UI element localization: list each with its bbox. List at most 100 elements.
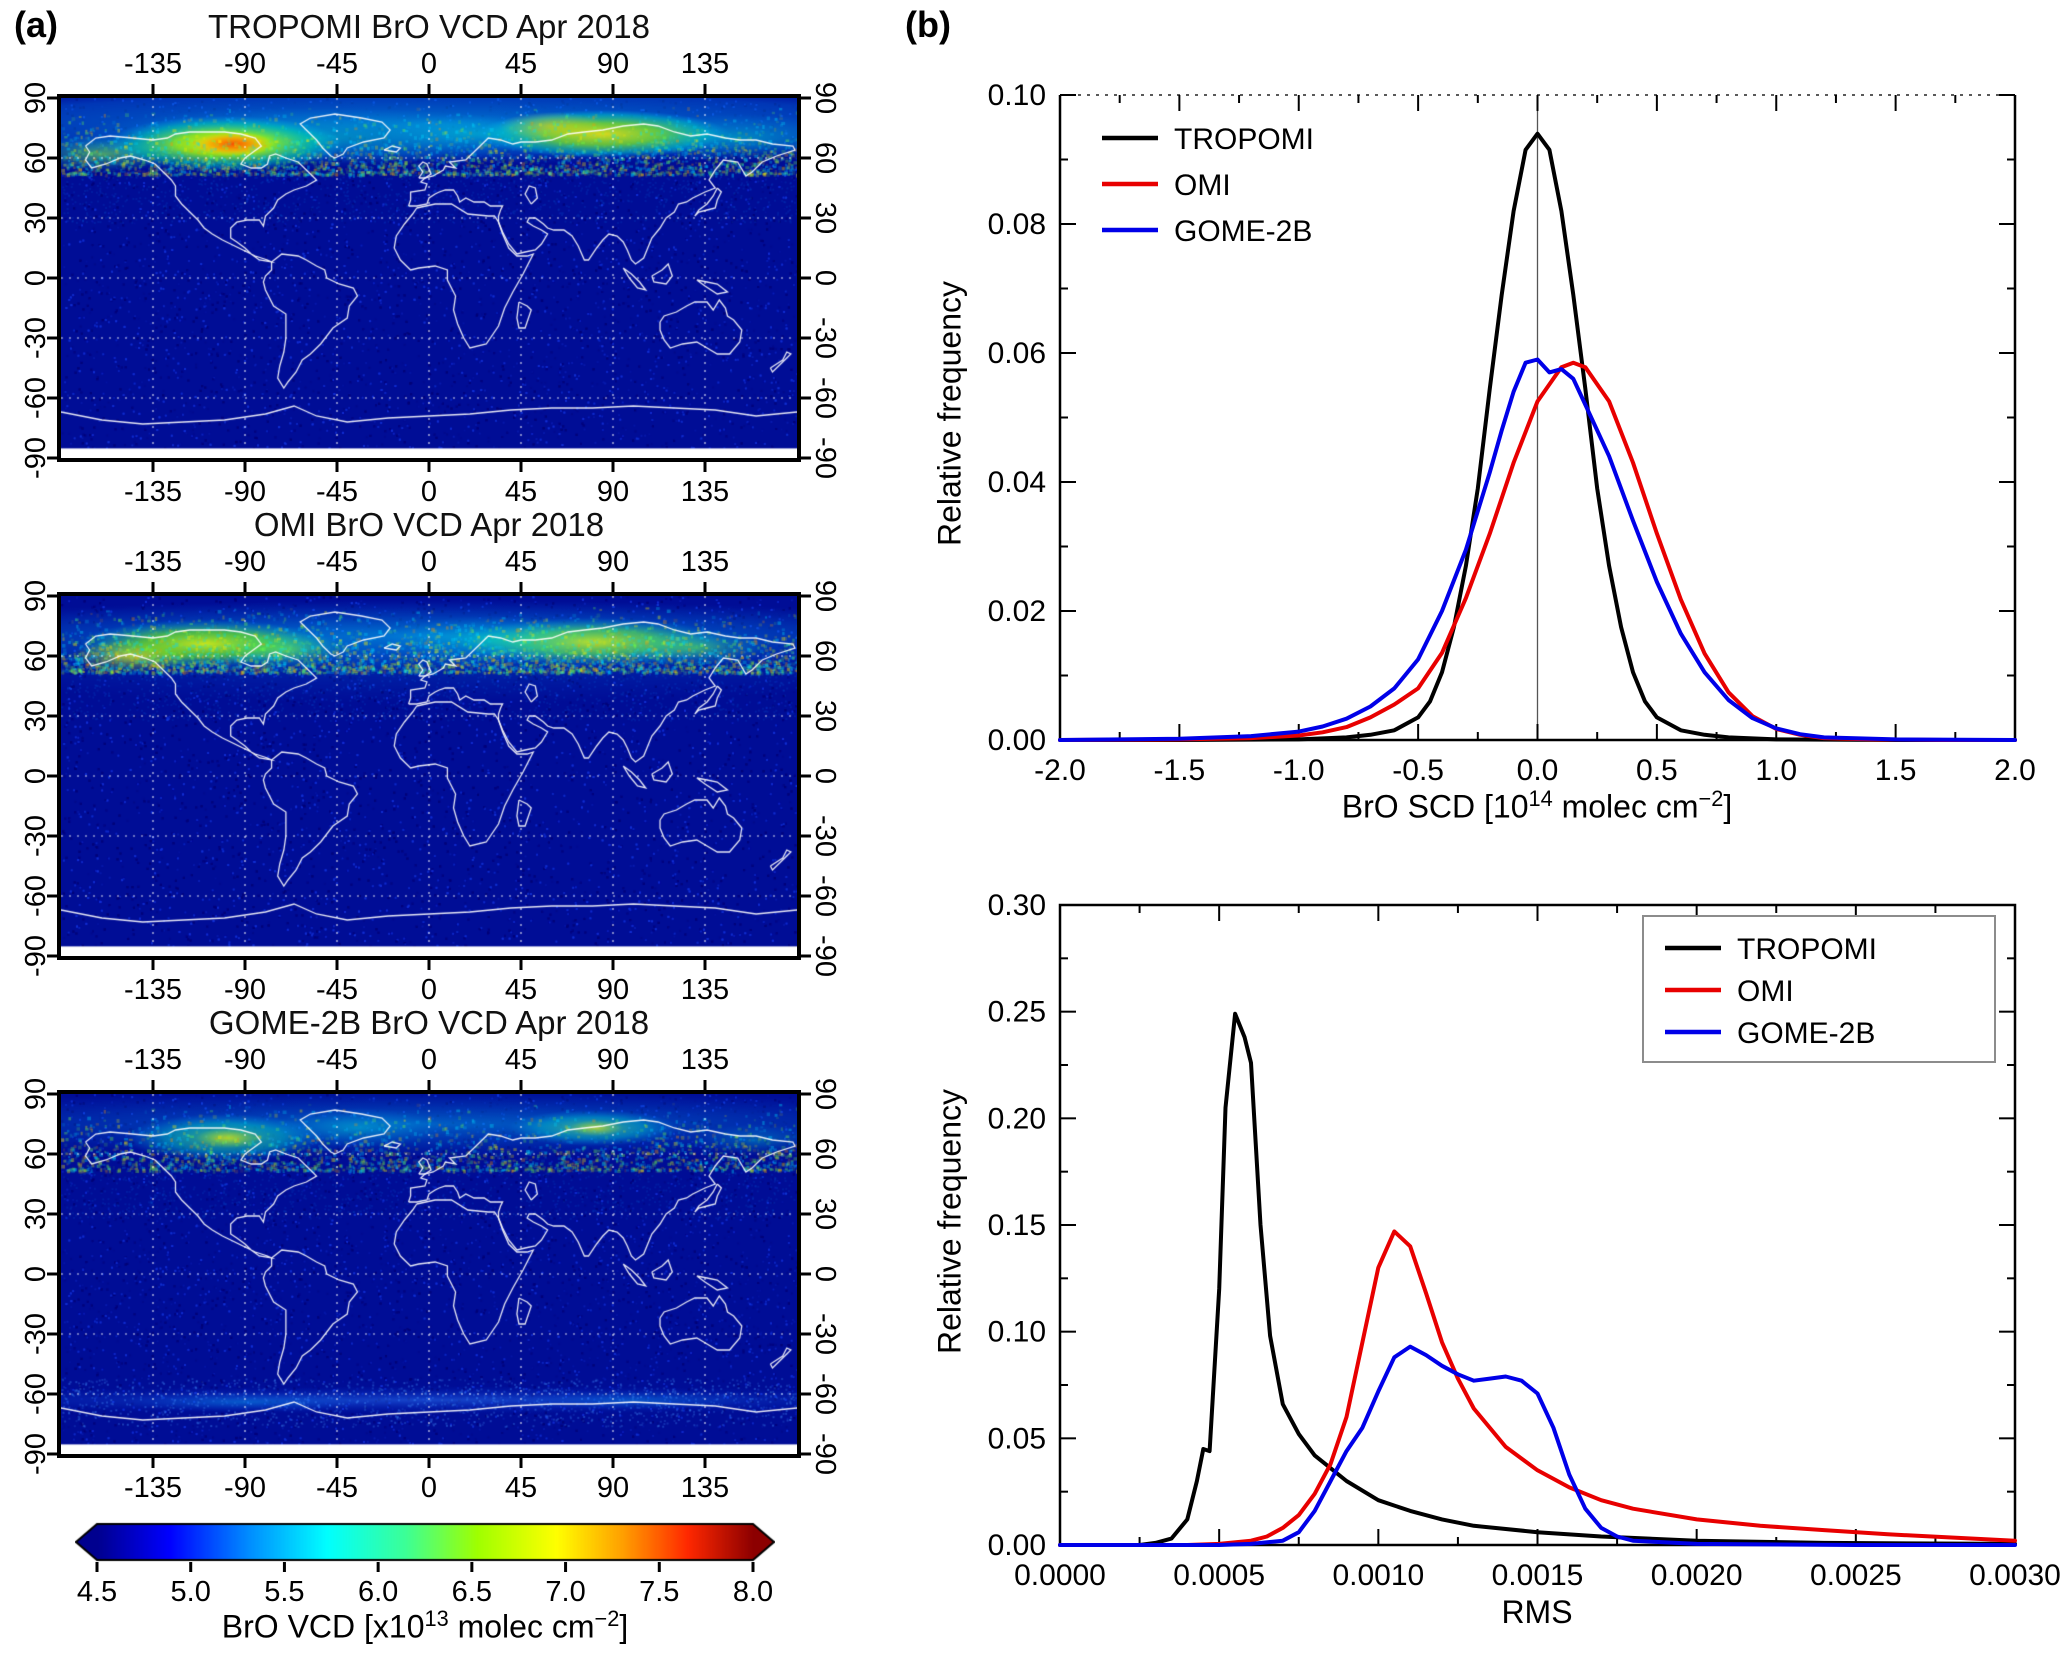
x-tick-label: 0.0000 bbox=[1014, 1559, 1106, 1592]
lat-tick-label: -90 bbox=[19, 1433, 52, 1475]
lon-tick-label: 45 bbox=[504, 1044, 538, 1076]
lat-tick-label: 90 bbox=[19, 1077, 52, 1111]
colorbar-tick-label: 6.5 bbox=[451, 1576, 492, 1608]
lat-tick-label: 60 bbox=[809, 141, 842, 175]
y-tick-label: 0.04 bbox=[988, 466, 1046, 499]
x-tick-label: 0.0015 bbox=[1492, 1559, 1584, 1592]
y-tick-label: 0.10 bbox=[988, 1316, 1046, 1349]
lat-tick-label: -30 bbox=[19, 317, 52, 359]
lon-tick-label: -45 bbox=[316, 48, 358, 80]
map-image-tropomi bbox=[57, 94, 801, 462]
series-gome-2b bbox=[1058, 1344, 2017, 1547]
lon-tick-label: -135 bbox=[123, 974, 183, 1006]
map-title-gome2b: GOME-2B BrO VCD Apr 2018 bbox=[208, 1004, 650, 1041]
lat-tick-label: 0 bbox=[809, 269, 842, 287]
lon-tick-label: 0 bbox=[420, 476, 438, 508]
lat-tick-label: -90 bbox=[19, 437, 52, 479]
lat-tick-label: 90 bbox=[19, 579, 52, 613]
lat-tick-label: -90 bbox=[809, 1433, 842, 1475]
lat-tick-label: -90 bbox=[809, 935, 842, 977]
lat-tick-label: 0 bbox=[809, 1265, 842, 1283]
colorbar-tick-label: 5.0 bbox=[170, 1576, 211, 1608]
legend-label: TROPOMI bbox=[1174, 123, 1314, 156]
map-title-omi: OMI BrO VCD Apr 2018 bbox=[253, 506, 605, 543]
lon-tick-label: 135 bbox=[680, 48, 730, 80]
lat-tick-label: 30 bbox=[809, 699, 842, 733]
scd-xlabel: BrO SCD [1014 molec cm−2] bbox=[1157, 786, 1917, 826]
colorbar-gradient bbox=[75, 1522, 775, 1562]
lon-tick-label: 135 bbox=[680, 974, 730, 1006]
superscript: 14 bbox=[1528, 786, 1553, 811]
lat-tick-label: -60 bbox=[19, 1373, 52, 1415]
series-omi bbox=[1058, 1229, 2017, 1547]
y-tick-label: 0.00 bbox=[988, 724, 1046, 757]
label-text: BrO SCD [10 bbox=[1341, 788, 1529, 825]
lon-tick-label: 90 bbox=[596, 974, 630, 1006]
lon-tick-label: 0 bbox=[420, 546, 438, 578]
x-tick-label: 0.0010 bbox=[1332, 1559, 1424, 1592]
x-tick-label: 0.0005 bbox=[1173, 1559, 1265, 1592]
lon-tick-label: 135 bbox=[680, 476, 730, 508]
x-tick-label: -2.0 bbox=[1034, 754, 1086, 787]
lat-tick-label: -60 bbox=[809, 1373, 842, 1415]
series-tropomi bbox=[1058, 131, 2017, 742]
lon-tick-label: 90 bbox=[596, 48, 630, 80]
lat-tick-label: -60 bbox=[19, 377, 52, 419]
y-tick-label: 0.08 bbox=[988, 208, 1046, 241]
scd-histogram-chart: -2.0 -1.5 -1.0 -0.5 0.0 0.5 1.0 1.5 2.0 0.00 0.02 0… bbox=[988, 79, 2036, 787]
lon-tick-label: -90 bbox=[224, 1472, 266, 1504]
lat-tick-label: 0 bbox=[19, 767, 52, 785]
x-tick-label: 1.5 bbox=[1875, 754, 1917, 787]
lat-tick-label: 60 bbox=[19, 639, 52, 673]
label-text: ] bbox=[1723, 788, 1733, 825]
legend-label: GOME-2B bbox=[1737, 1017, 1875, 1050]
lon-tick-label: 45 bbox=[504, 48, 538, 80]
lon-tick-label: -135 bbox=[123, 48, 183, 80]
legend: TROPOMI OMI GOME-2B bbox=[1102, 123, 1314, 248]
map-image-omi bbox=[57, 592, 801, 960]
lon-tick-label: 45 bbox=[504, 546, 538, 578]
lon-tick-label: 90 bbox=[596, 1044, 630, 1076]
y-tick-label: 0.06 bbox=[988, 337, 1046, 370]
y-tick-label: 0.25 bbox=[988, 996, 1046, 1029]
axis-ticks bbox=[1059, 904, 2016, 1546]
lat-tick-label: -90 bbox=[19, 935, 52, 977]
legend-label: TROPOMI bbox=[1737, 933, 1877, 966]
lon-tick-label: 90 bbox=[596, 476, 630, 508]
x-tick-label: -0.5 bbox=[1392, 754, 1444, 787]
lon-tick-label: -135 bbox=[123, 1044, 183, 1076]
colorbar-tick-label: 8.0 bbox=[732, 1576, 774, 1608]
colorbar-tick-label: 7.0 bbox=[545, 1576, 586, 1608]
lat-tick-label: 60 bbox=[19, 1137, 52, 1171]
x-tick-label: 0.0020 bbox=[1651, 1559, 1743, 1592]
colorbar-tick-label: 4.5 bbox=[76, 1576, 118, 1608]
x-tick-label: 0.0 bbox=[1517, 754, 1559, 787]
lat-tick-label: 30 bbox=[19, 1197, 52, 1231]
lon-tick-label: -45 bbox=[316, 974, 358, 1006]
superscript: 13 bbox=[424, 1606, 449, 1631]
rms-ylabel: Relative frequency bbox=[931, 1088, 968, 1355]
lon-tick-label: 0 bbox=[420, 974, 438, 1006]
lon-tick-label: -45 bbox=[316, 1044, 358, 1076]
x-tick-label: -1.0 bbox=[1273, 754, 1325, 787]
legend: TROPOMI OMI GOME-2B bbox=[1642, 915, 1996, 1063]
colorbar-label: BrO VCD [x1013 molec cm−2] bbox=[125, 1606, 725, 1646]
superscript: −2 bbox=[1698, 786, 1724, 811]
map-title-tropomi: TROPOMI BrO VCD Apr 2018 bbox=[208, 8, 650, 45]
y-tick-label: 0.15 bbox=[988, 1209, 1046, 1242]
map-image-gome2b bbox=[57, 1090, 801, 1458]
lat-tick-label: 90 bbox=[809, 81, 842, 115]
y-tick-label: 0.05 bbox=[988, 1422, 1046, 1455]
legend-label: OMI bbox=[1737, 975, 1794, 1008]
series-tropomi bbox=[1058, 1011, 2017, 1547]
y-tick-label: 0.30 bbox=[988, 889, 1046, 922]
lat-tick-label: -30 bbox=[19, 1313, 52, 1355]
lat-tick-label: -30 bbox=[19, 815, 52, 857]
lat-tick-label: 90 bbox=[19, 81, 52, 115]
lon-tick-label: 135 bbox=[680, 1044, 730, 1076]
axis-ticks bbox=[1059, 94, 2016, 741]
lat-tick-label: 0 bbox=[809, 767, 842, 785]
colorbar-tick-label: 5.5 bbox=[264, 1576, 305, 1608]
rms-xlabel: RMS bbox=[1501, 1594, 1573, 1630]
